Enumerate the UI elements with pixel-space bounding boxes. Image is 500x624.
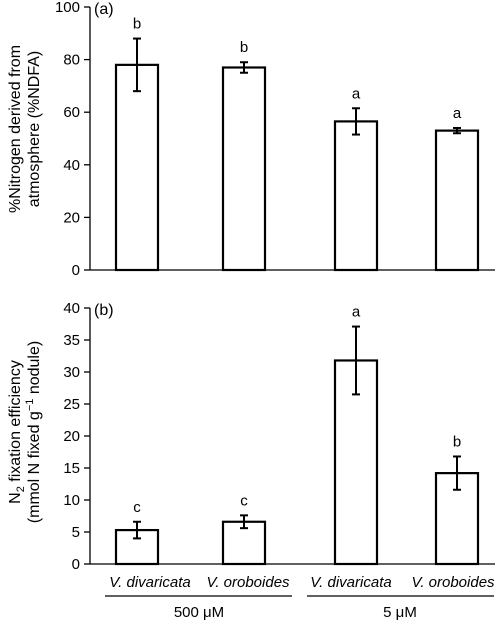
panel-a-chart: (a) %Nitrogen derived from atmosphere (%…	[7, 0, 495, 279]
y-tick-label-b-0: 0	[72, 556, 80, 573]
panel-b-ylabel: N2 fixation efficiency (mmol N fixed g−1…	[7, 341, 43, 523]
significance-a-1: b	[240, 39, 248, 56]
y-tick-label-a-2: 40	[63, 157, 80, 174]
y-tick-label-b-6: 30	[63, 364, 80, 381]
panel-b-ylabel-line2: (mmol N fixed g−1 nodule)	[24, 341, 43, 523]
x-label-v-divaricata-500: V. divaricata	[109, 574, 190, 591]
y-tick-label-b-7: 35	[63, 332, 80, 349]
panel-a-label: (a)	[94, 1, 114, 18]
panel-b-ylabel-n: N	[7, 492, 24, 504]
panel-b-ylabel-sup: −1	[24, 399, 36, 412]
y-tick-label-b-2: 10	[63, 492, 80, 509]
significance-b-2: a	[352, 304, 361, 321]
significance-a-3: a	[453, 105, 462, 122]
y-tick-label-a-3: 60	[63, 104, 80, 121]
significance-b-0: c	[133, 499, 141, 516]
panel-b-ylabel-b: nodule)	[26, 341, 43, 399]
y-tick-label-a-5: 100	[55, 0, 80, 16]
x-label-v-divaricata-5: V. divaricata	[310, 574, 391, 591]
y-tick-label-b-1: 5	[72, 524, 80, 541]
x-label-v-oroboides-500: V. oroboides	[206, 574, 290, 591]
y-tick-label-b-8: 40	[63, 300, 80, 317]
y-tick-label-b-3: 15	[63, 460, 80, 477]
bar-a-1	[221, 66, 267, 272]
panel-a-ylabel: %Nitrogen derived from atmosphere (%NDFA…	[7, 45, 43, 213]
panel-a-ylabel-line1: %Nitrogen derived from	[7, 45, 24, 213]
y-tick-label-a-0: 0	[72, 262, 80, 279]
significance-b-1: c	[240, 492, 248, 509]
panel-b-ylabel-a: (mmol N fixed g	[26, 411, 43, 523]
group-label-5: 5 μM	[383, 604, 417, 621]
panel-b-ylabel-line1: N2 fixation efficiency	[7, 360, 27, 504]
significance-b-3: b	[453, 433, 461, 450]
significance-a-0: b	[133, 16, 141, 33]
bar-a-0	[114, 63, 160, 272]
y-tick-label-b-5: 25	[63, 396, 80, 413]
y-tick-label-a-4: 80	[63, 52, 80, 69]
bar-a-3	[434, 129, 480, 272]
panel-b-ylabel-rest: fixation efficiency	[7, 360, 24, 486]
bar-a-2	[333, 120, 379, 272]
y-tick-label-b-4: 20	[63, 428, 80, 445]
panel-b-label: (b)	[94, 302, 114, 319]
panel-b-ylabel-sub2: 2	[15, 486, 27, 492]
panel-a-ylabel-line2: atmosphere (%NDFA)	[26, 51, 43, 208]
x-category-labels: V. divaricata V. oroboides V. divaricata…	[109, 574, 495, 591]
y-tick-label-a-1: 20	[63, 209, 80, 226]
significance-a-2: a	[352, 85, 361, 102]
x-label-v-oroboides-5: V. oroboides	[411, 574, 495, 591]
panel-b-chart: (b) N2 fixation efficiency (mmol N fixed…	[7, 300, 495, 573]
group-label-500: 500 μM	[174, 604, 224, 621]
